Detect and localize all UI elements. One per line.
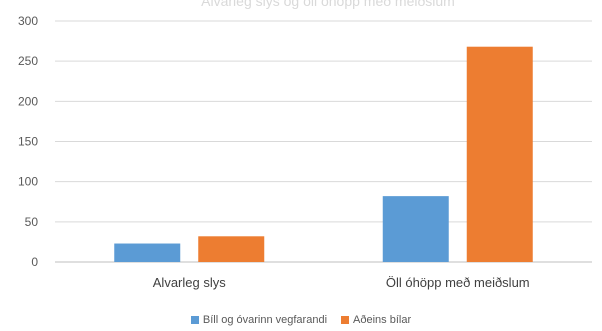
y-tick-label: 300 — [18, 14, 38, 28]
legend-swatch-blue — [190, 316, 199, 324]
y-tick-label: 50 — [25, 215, 39, 229]
legend-swatch-orange — [341, 316, 350, 324]
y-tick-label: 100 — [18, 175, 38, 189]
y-tick-label: 200 — [18, 94, 38, 108]
bar-blue-1 — [114, 243, 181, 262]
bars — [114, 46, 533, 262]
legend: Bíll og óvarinn vegfarandi Aðeins bílar — [0, 312, 602, 328]
x-axis: Alvarleg slys Öll óhöpp með meiðslum — [153, 275, 530, 290]
y-tick-label: 250 — [18, 54, 38, 68]
y-tick-label: 150 — [18, 135, 38, 149]
bar-blue-2 — [382, 196, 449, 262]
legend-label: Aðeins bílar — [353, 314, 412, 326]
x-category-label: Alvarleg slys — [153, 275, 226, 290]
x-category-label: Öll óhöpp með meiðslum — [386, 275, 530, 290]
bar-orange-1 — [198, 236, 265, 262]
chart-title: Alvarleg slys og öll óhöpp með meiðslum — [201, 0, 455, 9]
y-tick-label: 0 — [31, 255, 38, 269]
legend-item-series-1: Bíll og óvarinn vegfarandi — [190, 314, 328, 326]
bar-orange-2 — [466, 46, 533, 262]
y-axis: 0 50 100 150 200 250 300 — [18, 14, 38, 269]
legend-item-series-2: Aðeins bílar — [341, 314, 411, 326]
gridlines — [55, 20, 592, 263]
legend-label: Bíll og óvarinn vegfarandi — [202, 314, 328, 326]
